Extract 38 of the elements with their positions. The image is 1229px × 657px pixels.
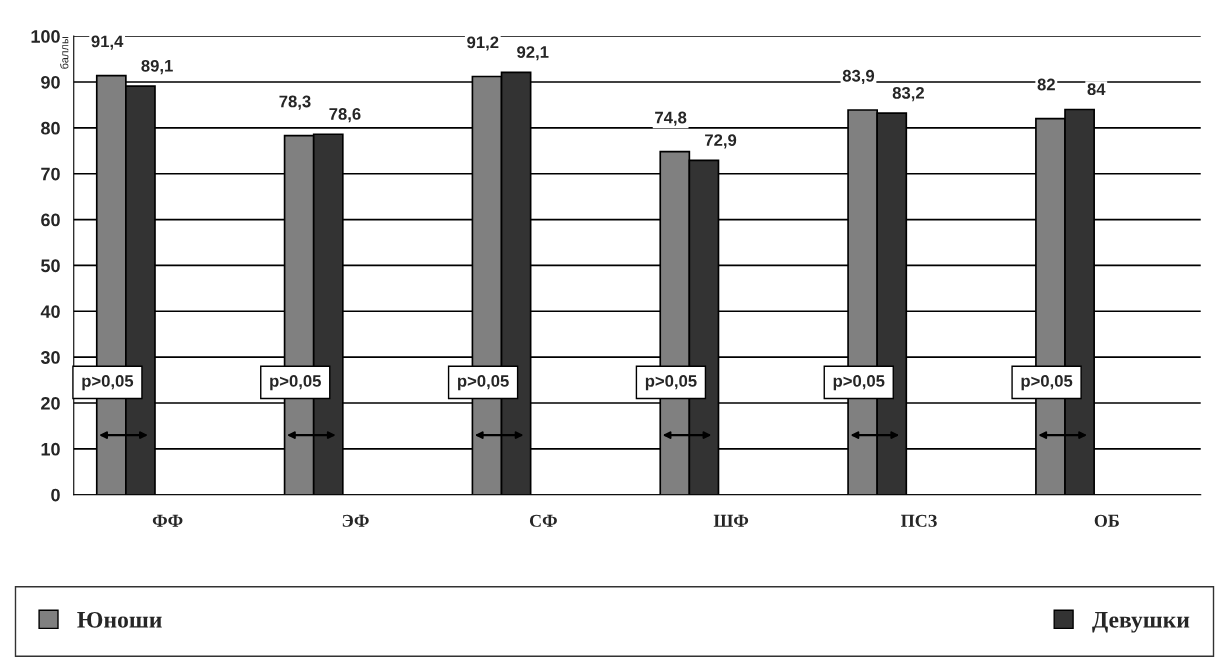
legend-label: Юноши — [77, 611, 162, 628]
data-label: 83,2 — [892, 86, 924, 102]
x-tick-label: СФ — [529, 514, 557, 527]
data-label: 78,6 — [329, 108, 361, 123]
data-label: 78,3 — [279, 95, 311, 110]
data-label: 84 — [1087, 83, 1106, 96]
x-tick-label: ЭФ — [342, 514, 369, 527]
x-tick-label: ПСЗ — [901, 514, 937, 527]
x-tick-label: ФФ — [152, 514, 183, 527]
y-tick-label: 90 — [41, 75, 60, 89]
y-tick-label: 50 — [41, 259, 60, 273]
annotation: p>0,05 — [458, 375, 509, 391]
y-tick-label: 60 — [41, 213, 60, 227]
data-label: 91,4 — [91, 35, 124, 50]
annotation: p>0,05 — [833, 375, 885, 391]
y-tick-label: 10 — [41, 442, 60, 456]
annotation: p>0,05 — [82, 375, 134, 391]
data-label: 72,9 — [705, 134, 737, 149]
data-label: 82 — [1037, 78, 1055, 91]
y-tick-label: 20 — [41, 396, 60, 410]
x-tick-label: ОБ — [1094, 514, 1119, 527]
y-axis-title: баллы — [60, 36, 69, 69]
x-tick-label: ШФ — [713, 514, 749, 527]
annotation: p>0,05 — [270, 375, 321, 391]
y-tick-label: 80 — [41, 121, 60, 135]
data-label: 91,2 — [467, 36, 499, 51]
data-label: 74,8 — [655, 111, 687, 126]
data-label: 83,9 — [842, 69, 875, 85]
data-label: 89,1 — [141, 59, 173, 75]
y-tick-label: 0 — [51, 488, 60, 502]
y-tick-label: 40 — [40, 305, 60, 319]
y-tick-label: 100 — [31, 30, 60, 43]
legend-label: Девушки — [1092, 612, 1190, 633]
y-tick-label: 30 — [40, 351, 60, 364]
data-label: 92,1 — [517, 46, 549, 61]
annotation: p>0,05 — [1021, 375, 1073, 391]
y-tick-label: 70 — [41, 167, 60, 181]
annotation: p>0,05 — [645, 375, 697, 391]
